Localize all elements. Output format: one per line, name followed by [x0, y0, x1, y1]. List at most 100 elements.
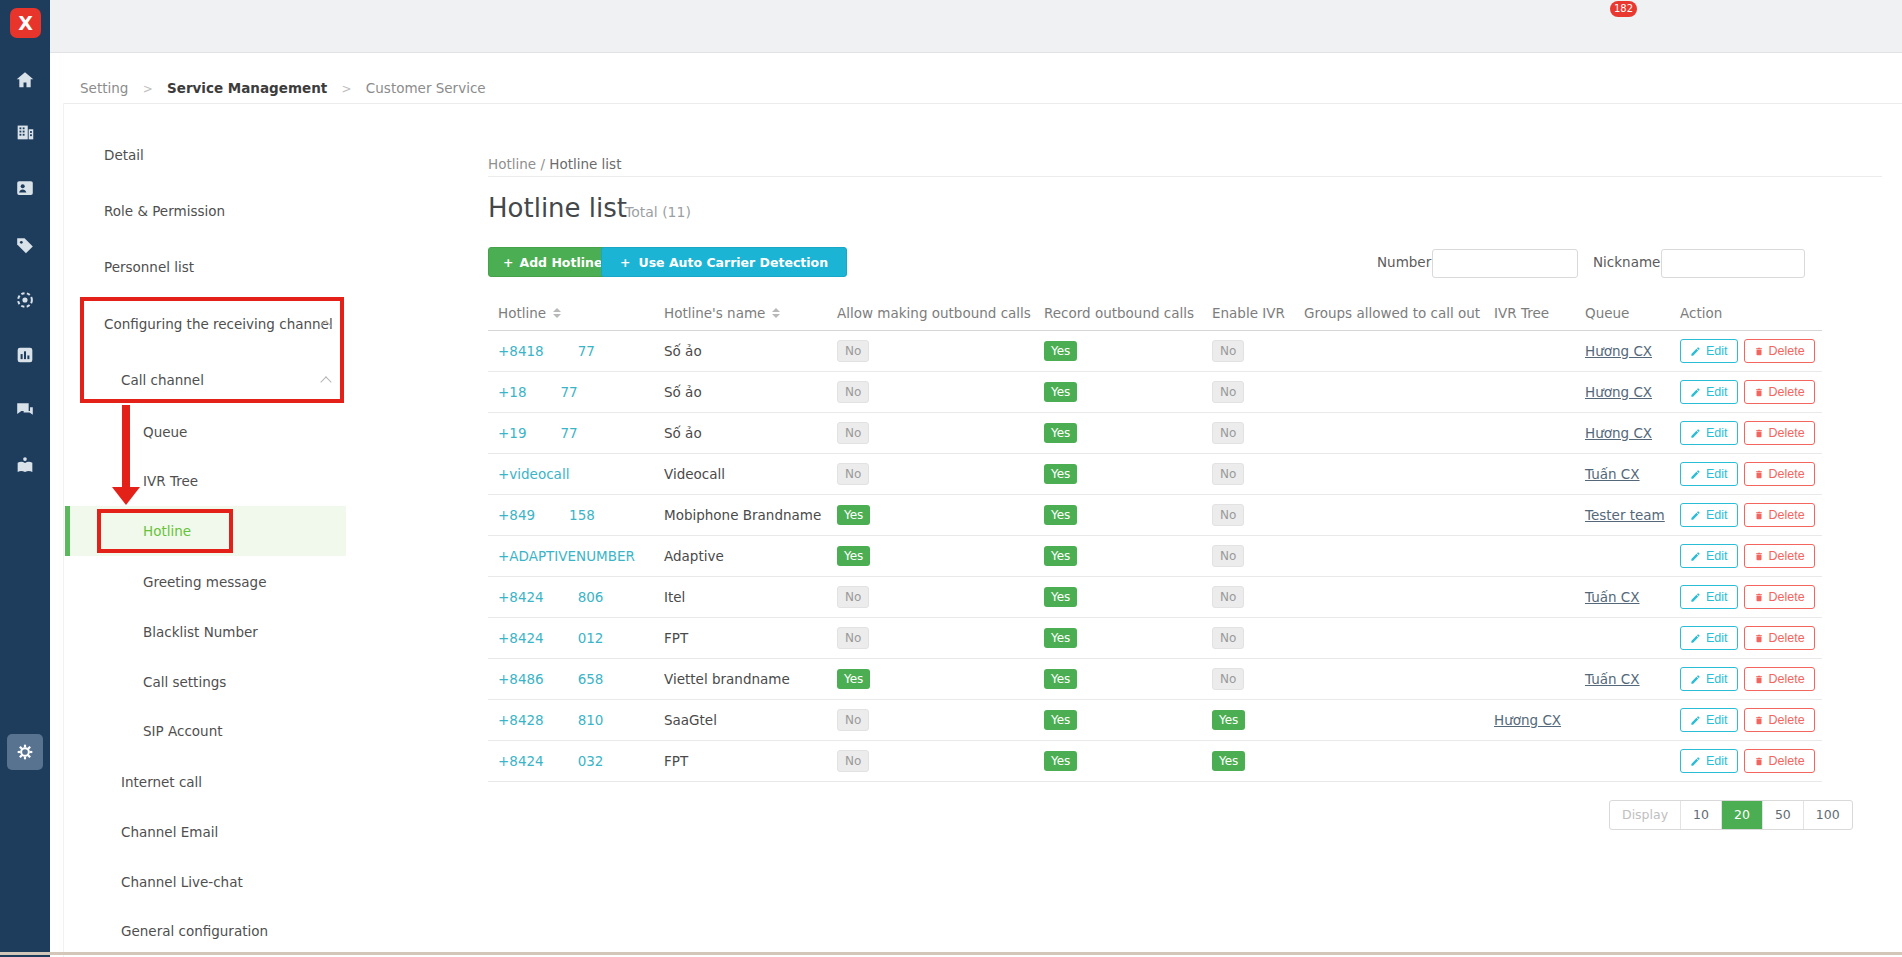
queue-link[interactable]: Tester team: [1585, 507, 1665, 523]
hotline-link[interactable]: +1977: [498, 425, 578, 441]
column-header-label: Groups allowed to call out: [1304, 305, 1480, 321]
sidebar-item-tags[interactable]: [0, 225, 50, 265]
delete-label: Delete: [1769, 426, 1805, 440]
edit-button[interactable]: Edit: [1680, 544, 1738, 568]
hotline-link[interactable]: +8428810: [498, 712, 603, 728]
hotline-link[interactable]: +8424012: [498, 630, 603, 646]
queue-link[interactable]: Hương CX: [1585, 343, 1652, 359]
nav-item-blacklist-number[interactable]: Blacklist Number: [63, 615, 346, 649]
hotline-link[interactable]: +ADAPTIVENUMBER: [498, 548, 635, 564]
column-header-label: Enable IVR: [1212, 305, 1285, 321]
hotline-link[interactable]: +videocall: [498, 466, 569, 482]
delete-button[interactable]: Delete: [1744, 708, 1815, 732]
delete-button[interactable]: Delete: [1744, 749, 1815, 773]
page-size-option-20[interactable]: 20: [1721, 801, 1762, 829]
page-size-option-50[interactable]: 50: [1762, 801, 1803, 829]
nav-item-general-configuration[interactable]: General configuration: [63, 914, 346, 948]
nav-item-ivr-tree[interactable]: IVR Tree: [63, 464, 346, 498]
delete-button[interactable]: Delete: [1744, 503, 1815, 527]
edit-button[interactable]: Edit: [1680, 421, 1738, 445]
nav-item-hotline[interactable]: Hotline: [63, 514, 346, 548]
nav-item-sip-account[interactable]: SIP Account: [63, 714, 346, 748]
hotline-link[interactable]: +849158: [498, 507, 595, 523]
edit-button[interactable]: Edit: [1680, 626, 1738, 650]
allow-outbound-cell: No: [837, 463, 1044, 485]
delete-button[interactable]: Delete: [1744, 339, 1815, 363]
sidebar-item-settings[interactable]: [7, 734, 43, 770]
delete-label: Delete: [1769, 385, 1805, 399]
nav-item-channel-email[interactable]: Channel Email: [63, 815, 346, 849]
add-hotline-button[interactable]: + Add Hotline: [488, 247, 617, 277]
action-cell: EditDelete: [1680, 626, 1822, 650]
nav-item-configuring-the-receiving-channel[interactable]: Configuring the receiving channel: [63, 307, 346, 341]
record-outbound-badge: Yes: [1044, 341, 1077, 361]
delete-button[interactable]: Delete: [1744, 421, 1815, 445]
edit-button[interactable]: Edit: [1680, 380, 1738, 404]
delete-button[interactable]: Delete: [1744, 667, 1815, 691]
queue-link[interactable]: Tuấn CX: [1585, 671, 1640, 687]
horizontal-scrollbar[interactable]: [0, 952, 1902, 955]
page-path-parent[interactable]: Hotline: [488, 156, 536, 172]
sidebar-item-campaigns[interactable]: [0, 280, 50, 320]
nickname-filter-input[interactable]: [1661, 249, 1805, 278]
hotline-link[interactable]: +8424806: [498, 589, 603, 605]
delete-button[interactable]: Delete: [1744, 585, 1815, 609]
delete-button[interactable]: Delete: [1744, 462, 1815, 486]
nav-item-queue[interactable]: Queue: [63, 415, 346, 449]
hotline-link[interactable]: +1877: [498, 384, 578, 400]
nav-item-greeting-message[interactable]: Greeting message: [63, 565, 346, 599]
sidebar-item-contacts[interactable]: [0, 168, 50, 208]
hotline-prefix: +8424: [498, 589, 544, 605]
nav-item-detail[interactable]: Detail: [63, 138, 346, 172]
queue-link[interactable]: Tuấn CX: [1585, 466, 1640, 482]
number-filter-input[interactable]: [1432, 249, 1578, 278]
sidebar-item-conversations[interactable]: [0, 390, 50, 430]
breadcrumb-customer-service[interactable]: Customer Service: [366, 80, 486, 96]
nav-item-personnel-list[interactable]: Personnel list: [63, 250, 346, 284]
edit-button[interactable]: Edit: [1680, 585, 1738, 609]
edit-button[interactable]: Edit: [1680, 339, 1738, 363]
nav-item-role-permission[interactable]: Role & Permission: [63, 194, 346, 228]
queue-link[interactable]: Hương CX: [1585, 425, 1652, 441]
record-outbound-badge: Yes: [1044, 423, 1077, 443]
nav-item-call-settings[interactable]: Call settings: [63, 665, 346, 699]
table-row: +8486658Viettel brandnameYesYesNoTuấn CX…: [488, 659, 1822, 700]
delete-label: Delete: [1769, 508, 1805, 522]
hotline-link[interactable]: +8486658: [498, 671, 603, 687]
queue-link[interactable]: Tuấn CX: [1585, 589, 1640, 605]
column-header-hotline[interactable]: Hotline: [488, 305, 664, 321]
delete-button[interactable]: Delete: [1744, 544, 1815, 568]
queue-link[interactable]: Hương CX: [1585, 384, 1652, 400]
page-size-option-100[interactable]: 100: [1803, 801, 1852, 829]
column-header-ivr-tree: IVR Tree: [1494, 305, 1585, 321]
edit-button[interactable]: Edit: [1680, 708, 1738, 732]
column-header-hotline-s-name[interactable]: Hotline's name: [664, 305, 837, 321]
page-size-option-10[interactable]: 10: [1680, 801, 1721, 829]
ivr-tree-link[interactable]: Hương CX: [1494, 712, 1561, 728]
sidebar-item-organization[interactable]: [0, 112, 50, 152]
nav-item-channel-live-chat[interactable]: Channel Live-chat: [63, 865, 346, 899]
edit-button[interactable]: Edit: [1680, 462, 1738, 486]
delete-button[interactable]: Delete: [1744, 626, 1815, 650]
edit-button[interactable]: Edit: [1680, 749, 1738, 773]
hotline-link[interactable]: +841877: [498, 343, 595, 359]
nav-item-internet-call[interactable]: Internet call: [63, 765, 346, 799]
edit-button[interactable]: Edit: [1680, 667, 1738, 691]
sidebar-item-home[interactable]: [0, 60, 50, 100]
enable-ivr-badge: No: [1212, 668, 1244, 690]
edit-button[interactable]: Edit: [1680, 503, 1738, 527]
hotline-link[interactable]: +8424032: [498, 753, 603, 769]
delete-button[interactable]: Delete: [1744, 380, 1815, 404]
sidebar-item-knowledge[interactable]: [0, 445, 50, 485]
breadcrumb-setting[interactable]: Setting: [80, 80, 128, 96]
sidebar-item-reports[interactable]: [0, 335, 50, 375]
auto-carrier-detection-button[interactable]: + Use Auto Carrier Detection: [601, 247, 847, 277]
table-row: +849158Mobiphone BrandnameYesYesNoTester…: [488, 495, 1822, 536]
hotline-cell: +8486658: [488, 671, 664, 687]
column-header-label: Record outbound calls: [1044, 305, 1194, 321]
nav-item-call-channel[interactable]: Call channel: [63, 363, 346, 397]
page-title: Hotline list: [488, 193, 627, 223]
brand-logo[interactable]: X: [10, 8, 41, 38]
breadcrumb-service-management[interactable]: Service Management: [167, 80, 327, 96]
allow-outbound-cell: Yes: [837, 505, 1044, 525]
